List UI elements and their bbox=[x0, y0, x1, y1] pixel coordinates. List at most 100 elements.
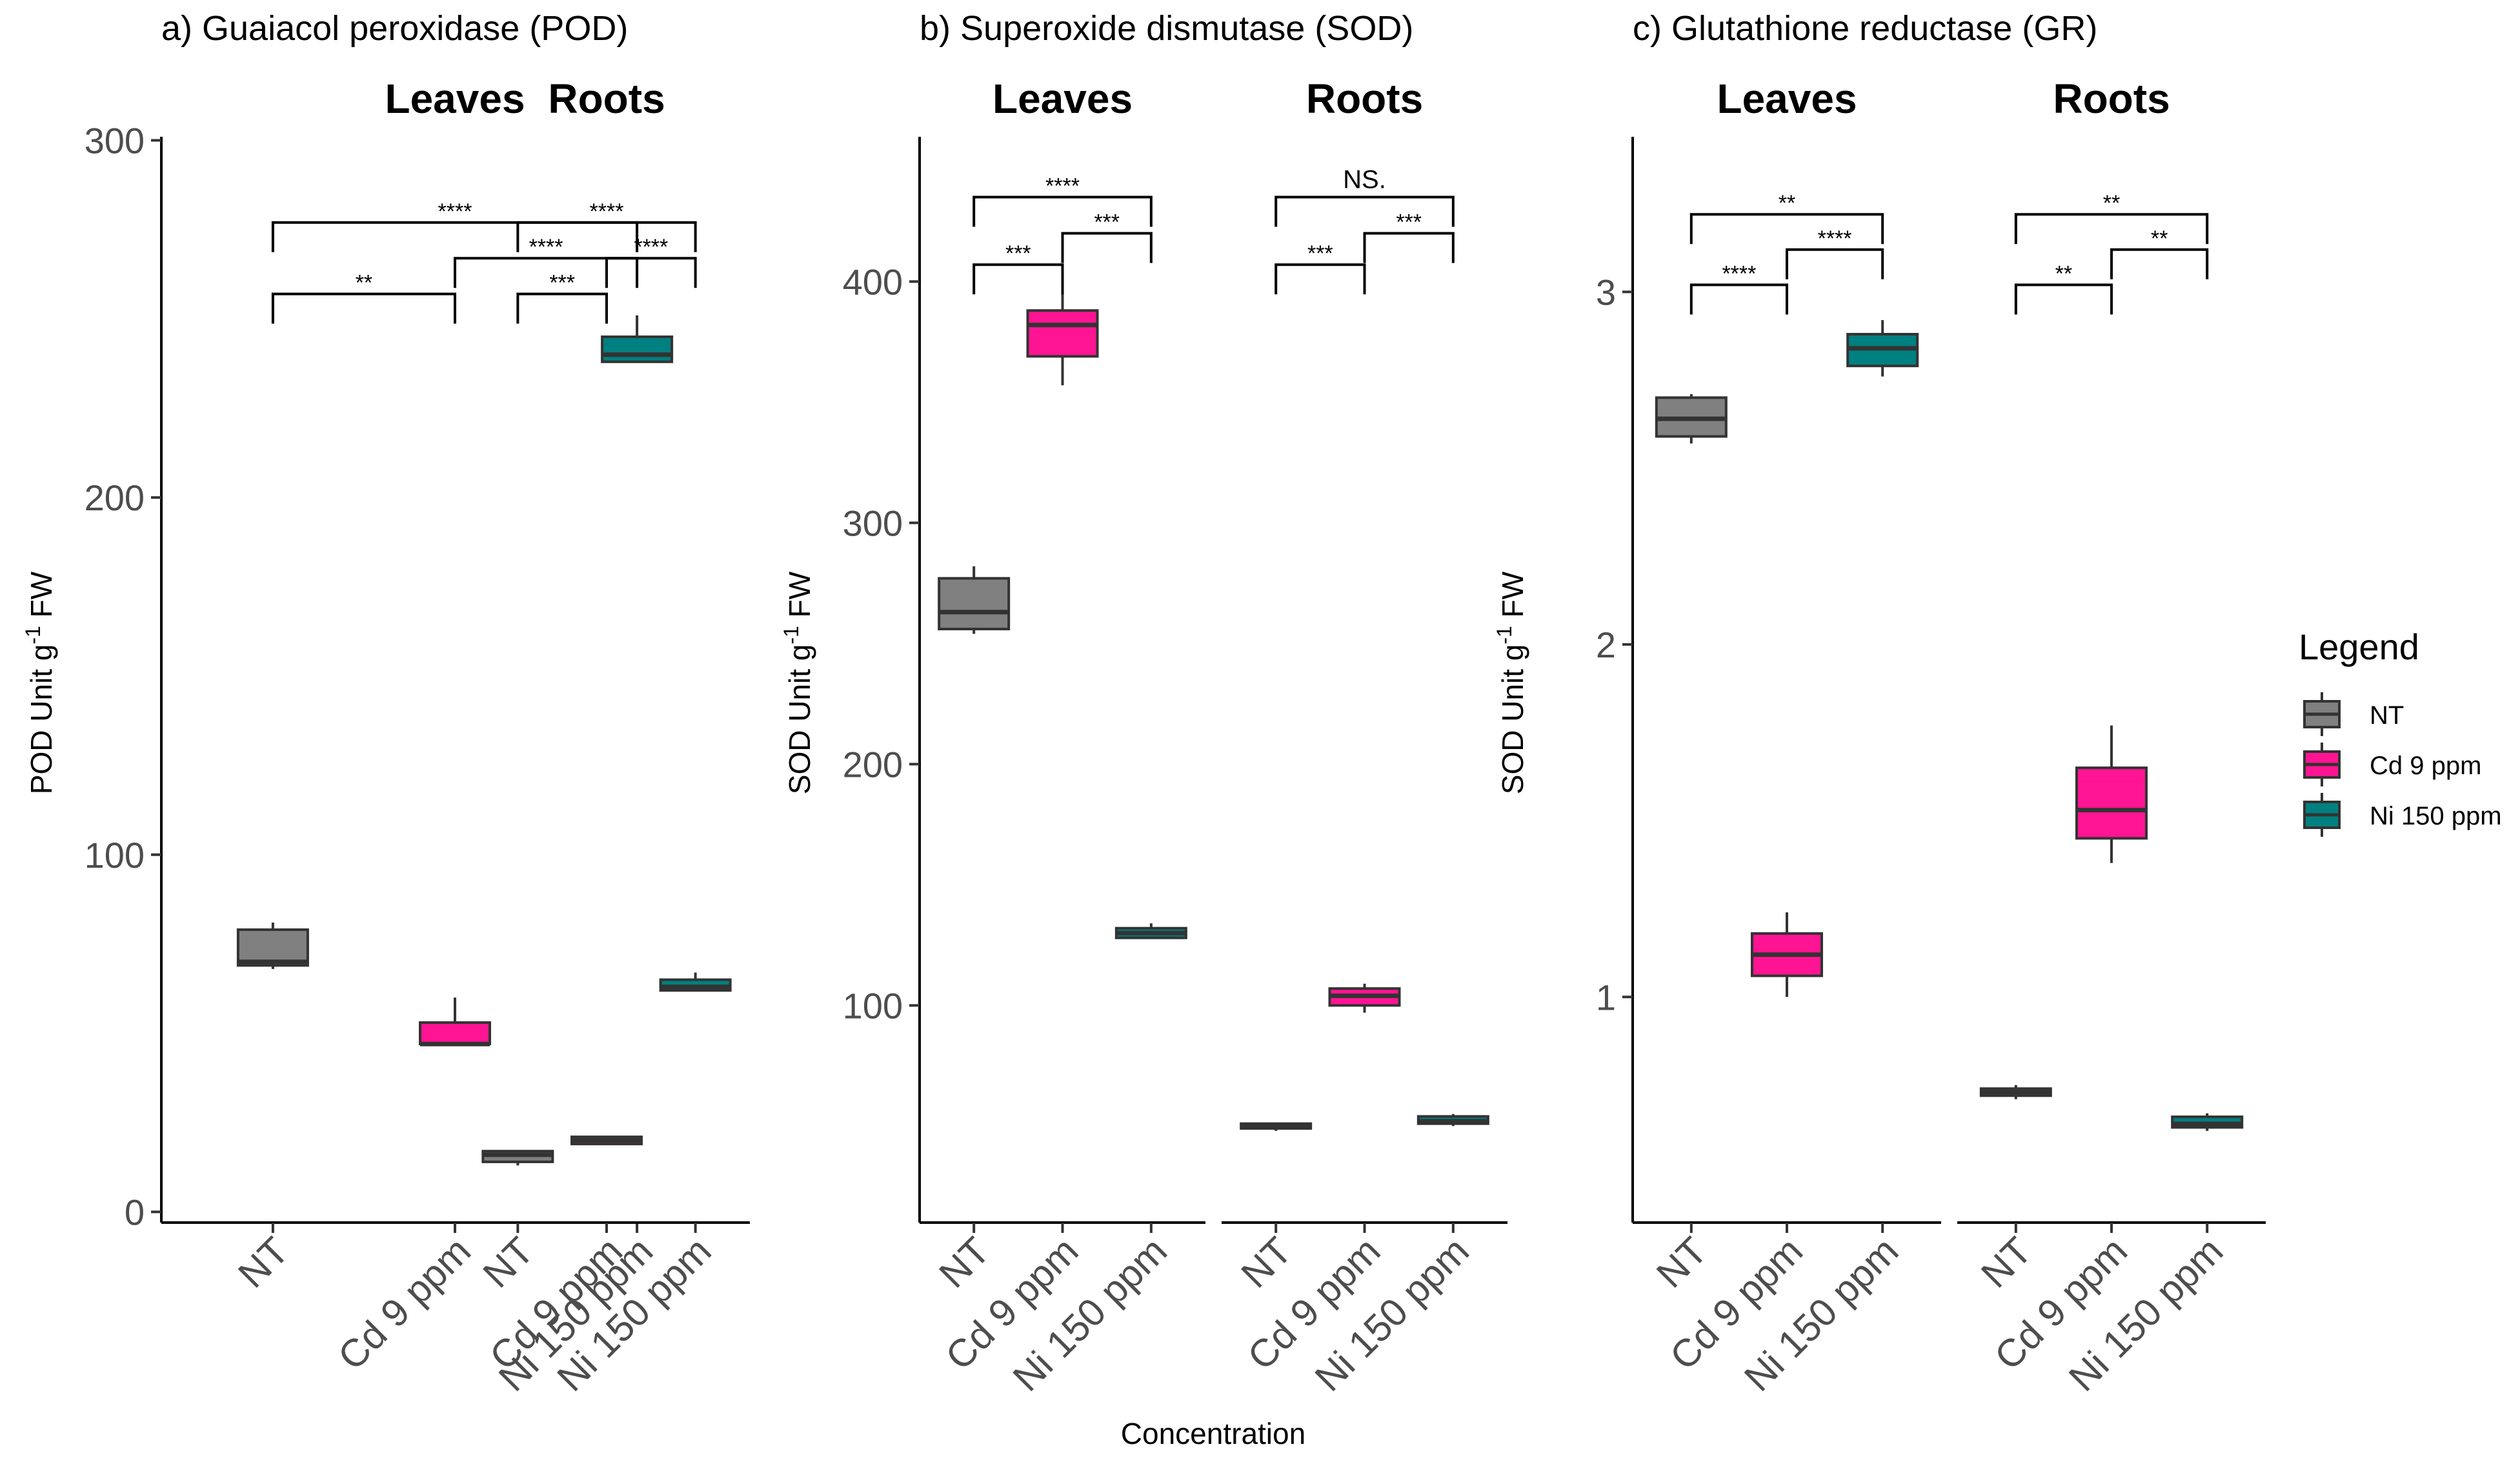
box-cd-9-ppm bbox=[1328, 983, 1401, 1013]
bracket-line bbox=[2014, 283, 2113, 315]
x-tick-label: NT bbox=[931, 1229, 998, 1296]
y-tick-label: 100 bbox=[85, 835, 145, 875]
bracket-line bbox=[2014, 213, 2209, 245]
box-nt bbox=[938, 566, 1011, 634]
significance-label: *** bbox=[1005, 241, 1031, 266]
box-body bbox=[1026, 309, 1099, 358]
bracket-line bbox=[1061, 232, 1153, 263]
significance-bracket: *** bbox=[973, 241, 1064, 295]
y-tick-label: 100 bbox=[843, 985, 903, 1026]
y-tick-label: 1 bbox=[1596, 977, 1616, 1017]
significance-bracket: ** bbox=[2014, 262, 2113, 315]
x-tick-label: NT bbox=[1233, 1229, 1300, 1296]
box-cd-9-ppm bbox=[2075, 725, 2148, 863]
significance-bracket: *** bbox=[1363, 210, 1455, 263]
box-cd-9-ppm bbox=[1751, 912, 1823, 997]
box-cd-9-ppm bbox=[1026, 294, 1099, 386]
bracket-line bbox=[1689, 213, 1884, 245]
bracket-line bbox=[973, 195, 1153, 227]
significance-bracket: **** bbox=[973, 174, 1153, 227]
significance-bracket: **** bbox=[454, 235, 639, 288]
y-tick-label: 200 bbox=[843, 744, 903, 785]
significance-label: *** bbox=[1307, 241, 1333, 266]
box-cd-9-ppm bbox=[419, 997, 491, 1046]
significance-label: **** bbox=[1045, 174, 1080, 199]
box-nt bbox=[1979, 1085, 2052, 1099]
significance-label: *** bbox=[1396, 210, 1422, 235]
bracket-line bbox=[605, 257, 697, 288]
panel-title: b) Superoxide dismutase (SOD) bbox=[920, 9, 1413, 48]
legend-item-cd-9-ppm: Cd 9 ppm bbox=[2303, 743, 2481, 786]
box-ni-150-ppm bbox=[601, 315, 674, 363]
bracket-line bbox=[1786, 248, 1884, 279]
significance-label: ** bbox=[356, 271, 372, 295]
box-ni-150-ppm bbox=[1846, 320, 1919, 377]
significance-bracket: ** bbox=[2014, 191, 2209, 245]
significance-label: **** bbox=[529, 235, 563, 259]
significance-bracket: **** bbox=[516, 199, 697, 252]
y-tick-label: 0 bbox=[125, 1192, 145, 1232]
significance-label: **** bbox=[590, 199, 624, 224]
bracket-line bbox=[516, 221, 697, 252]
panel-3: c) Glutathione reductase (GR) 1 2 3 SOD Unit… bbox=[1493, 9, 2266, 1399]
significance-bracket: **** bbox=[1786, 226, 1884, 279]
bracket-line bbox=[1689, 283, 1788, 315]
bracket-line bbox=[973, 263, 1064, 295]
legend-title: Legend bbox=[2299, 626, 2419, 667]
significance-bracket: *** bbox=[1061, 210, 1153, 263]
x-axis-title: Concentration bbox=[1121, 1417, 1305, 1450]
box-body bbox=[2075, 766, 2148, 840]
legend: Legend NT Cd 9 ppm Ni 150 ppm bbox=[2299, 626, 2502, 837]
y-axis-label: SOD Unit g-1 FW bbox=[1493, 571, 1529, 794]
significance-label: **** bbox=[1722, 262, 1756, 286]
bracket-line bbox=[271, 292, 456, 324]
panel-title: a) Guaiacol peroxidase (POD) bbox=[161, 9, 628, 48]
y-axis-label: POD Unit g-1 FW bbox=[21, 571, 58, 794]
significance-label: ** bbox=[2055, 262, 2072, 286]
facet-label: Leaves bbox=[993, 75, 1133, 122]
significance-label: **** bbox=[634, 235, 668, 259]
significance-bracket: *** bbox=[1275, 241, 1366, 295]
legend-item-ni-150-ppm: Ni 150 ppm bbox=[2303, 793, 2502, 837]
box-body bbox=[419, 1021, 491, 1046]
bracket-line bbox=[1363, 232, 1455, 263]
y-tick-label: 400 bbox=[843, 261, 903, 302]
bracket-line bbox=[1275, 195, 1455, 227]
legend-label: NT bbox=[2370, 701, 2404, 730]
facet-label: Leaves bbox=[385, 75, 525, 122]
significance-bracket: ** bbox=[1689, 191, 1884, 245]
panel-1: a) Guaiacol peroxidase (POD) 0 100 200 300 PO… bbox=[21, 9, 750, 1399]
significance-bracket: **** bbox=[271, 199, 639, 252]
box-nt bbox=[481, 1150, 554, 1166]
x-tick-label: NT bbox=[1973, 1229, 2040, 1296]
x-tick-label: NT bbox=[1648, 1229, 1715, 1296]
box-nt bbox=[236, 922, 309, 969]
x-tick-label: NT bbox=[475, 1229, 542, 1296]
significance-label: ** bbox=[2103, 191, 2120, 215]
significance-label: **** bbox=[1818, 226, 1852, 251]
y-tick-label: 2 bbox=[1596, 625, 1616, 665]
legend-item-nt: NT bbox=[2303, 692, 2404, 736]
x-tick-label: NT bbox=[230, 1229, 297, 1296]
y-tick-label: 300 bbox=[843, 503, 903, 543]
box-body bbox=[601, 335, 674, 363]
box-cd-9-ppm bbox=[570, 1135, 643, 1146]
bracket-line bbox=[271, 221, 639, 252]
panel-2: b) Superoxide dismutase (SOD) 100 200 300 40… bbox=[780, 9, 1507, 1399]
box-ni-150-ppm bbox=[1114, 923, 1187, 939]
y-axis-label: SOD Unit g-1 FW bbox=[780, 571, 816, 794]
legend-label: Cd 9 ppm bbox=[2370, 752, 2481, 780]
box-nt bbox=[1240, 1122, 1313, 1131]
box-ni-150-ppm bbox=[1416, 1114, 1489, 1126]
significance-label: **** bbox=[438, 199, 472, 224]
significance-label: ** bbox=[1779, 191, 1795, 215]
bracket-line bbox=[2110, 248, 2209, 279]
significance-label: ** bbox=[2151, 226, 2168, 251]
bracket-line bbox=[516, 292, 608, 324]
